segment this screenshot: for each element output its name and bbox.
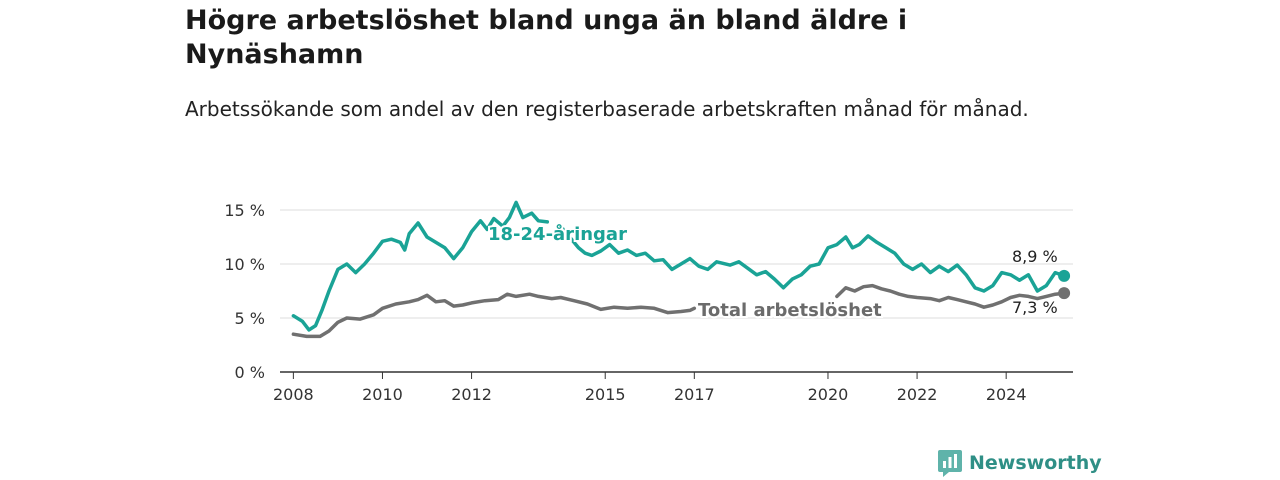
y-tick-label: 5 % (235, 309, 265, 328)
series-lines (291, 200, 1071, 339)
end-value-label-total: 7,3 % (1012, 298, 1058, 317)
line-chart: 0 %5 %10 %15 % 2008 2010 2012 2015 2017 2020 2… (224, 200, 1073, 404)
end-point-marker (1058, 269, 1071, 282)
x-tick-label: 2012 (451, 385, 492, 404)
youth-series-line (558, 224, 1066, 293)
x-tick-label: 2008 (273, 385, 314, 404)
chart-subtitle: Arbetssökande som andel av den registerb… (185, 97, 1029, 121)
gridlines (280, 209, 1073, 319)
brand-name: Newsworthy (969, 452, 1102, 474)
x-tick-label: 2015 (585, 385, 626, 404)
y-tick-label: 0 % (235, 363, 265, 382)
total-series-line (291, 292, 697, 339)
series-label-total: Total arbetslöshet (698, 300, 882, 321)
brand-logo: Newsworthy (937, 448, 1102, 478)
x-tick-label: 2010 (362, 385, 403, 404)
x-tick-label: 2022 (897, 385, 938, 404)
end-point-marker (1058, 287, 1071, 300)
annotations: 18-24-åringar Total arbetslöshet 8,9 % 7,3 … (486, 221, 1058, 323)
youth-series-line (291, 200, 550, 332)
end-value-label-youth: 8,9 % (1012, 247, 1058, 266)
chart-title: Högre arbetslöshet bland unga än bland ä… (185, 5, 908, 70)
series-label-youth: 18-24-åringar (488, 223, 627, 245)
total-series-line (835, 283, 1066, 309)
x-axis: 2008 2010 2012 2015 2017 2020 2022 2024 (273, 371, 1073, 404)
y-tick-label: 10 % (224, 255, 265, 274)
y-axis: 0 % 5 % 10 % 15 % (224, 201, 265, 382)
x-tick-label: 2020 (808, 385, 849, 404)
y-tick-label: 15 % (224, 201, 265, 220)
newsworthy-logo-icon (938, 450, 962, 477)
x-tick-label: 2024 (986, 385, 1027, 404)
x-tick-label: 2017 (674, 385, 715, 404)
